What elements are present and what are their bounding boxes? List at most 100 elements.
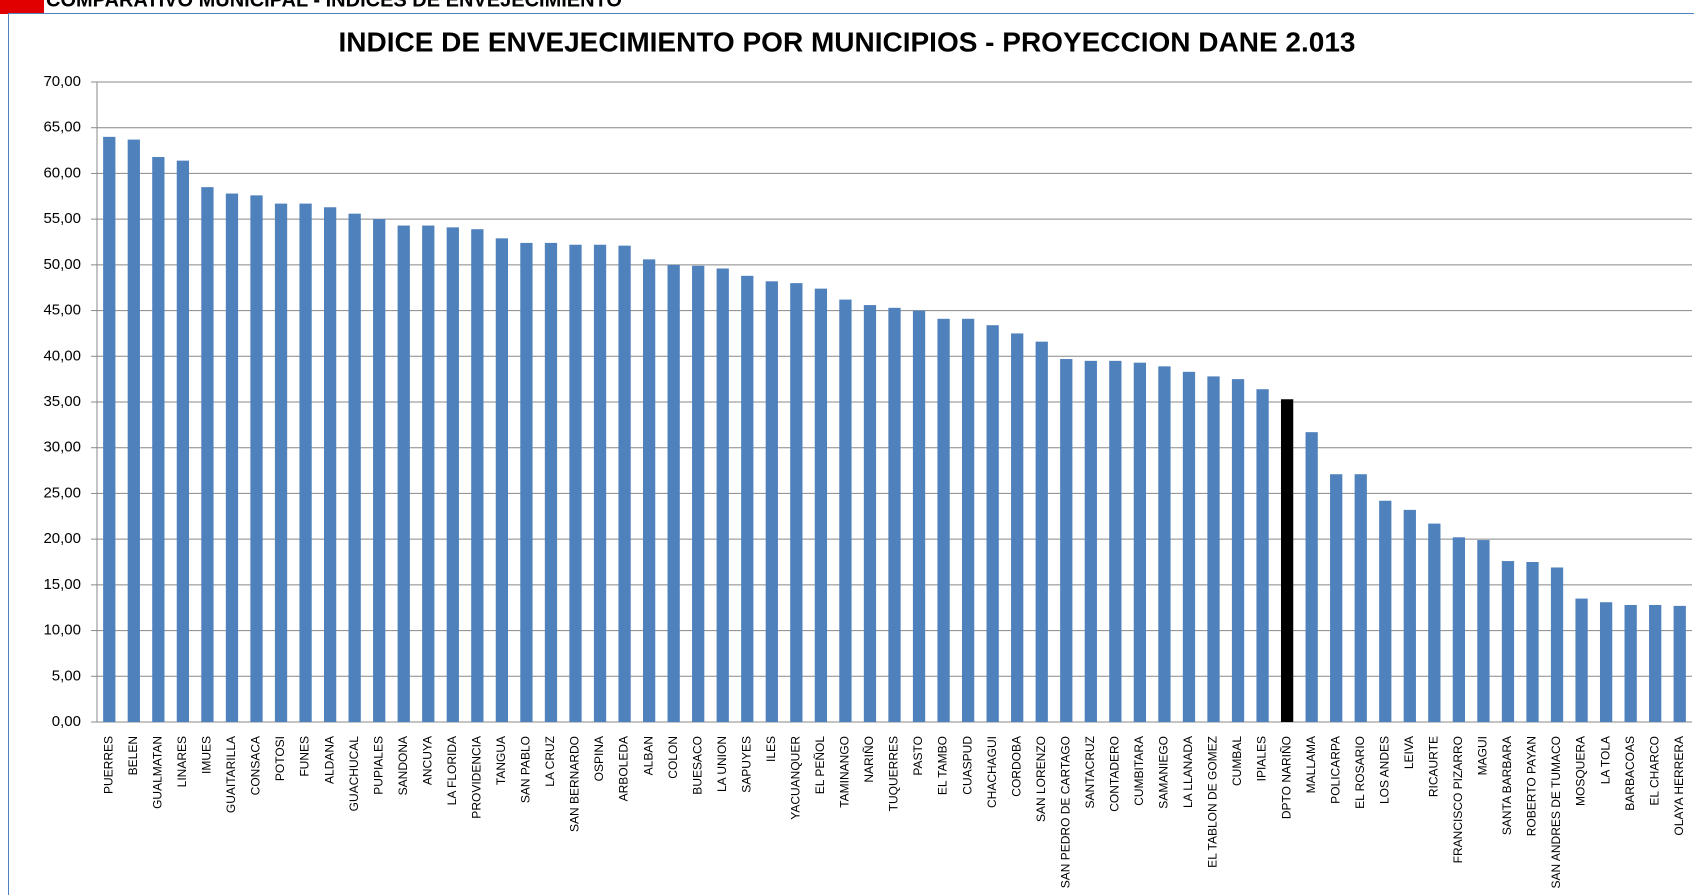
x-tick-label: YACUANQUER (789, 736, 803, 820)
bar (1035, 341, 1048, 722)
x-tick-label: BELEN (126, 736, 140, 775)
x-tick-label: SAN PABLO (519, 736, 533, 803)
x-tick-label: CONTADERO (1108, 736, 1122, 812)
x-tick-label: PROVIDENCIA (470, 736, 484, 819)
x-tick-label: ILES (764, 736, 778, 762)
y-tick-label: 50,00 (43, 256, 81, 273)
x-tick-label: LINARES (175, 736, 189, 787)
x-tick-label: GUAITARILLA (224, 736, 238, 813)
x-tick-label: CONSACA (249, 736, 263, 795)
y-tick-label: 25,00 (43, 484, 81, 501)
bar (1379, 500, 1392, 722)
bar (127, 139, 140, 723)
bar (1403, 509, 1416, 722)
bar (1428, 523, 1441, 722)
x-tick-label: FRANCISCO PIZARRO (1451, 736, 1465, 863)
x-tick-label: LEIVA (1402, 736, 1416, 769)
bar (863, 305, 877, 722)
bar (373, 219, 386, 722)
x-tick-label: CUASPUD (960, 736, 974, 795)
y-tick-label: 15,00 (43, 576, 81, 593)
x-tick-label: PASTO (911, 736, 925, 776)
x-tick-label: CUMBITARA (1132, 736, 1146, 806)
bar (1599, 602, 1613, 722)
bar (1673, 605, 1686, 722)
bar (520, 242, 533, 722)
x-tick-label: RICAURTE (1427, 736, 1441, 797)
bar (1280, 399, 1294, 722)
bar (1207, 376, 1220, 722)
bar (937, 318, 950, 722)
y-tick-label: 30,00 (43, 439, 81, 456)
x-tick-label: BUESACO (690, 736, 704, 795)
bar (912, 310, 926, 722)
x-tick-label: SAPUYES (739, 736, 753, 793)
bar (250, 195, 263, 722)
y-tick-label: 10,00 (43, 622, 81, 639)
x-tick-label: ALBAN (641, 736, 655, 775)
bar (569, 244, 582, 722)
x-tick-label: SAN BERNARDO (568, 736, 582, 832)
x-tick-label: LA TOLA (1598, 736, 1612, 784)
bar (397, 225, 410, 723)
y-tick-label: 55,00 (43, 210, 81, 227)
x-tick-label: GUALMATAN (151, 736, 165, 809)
chart-frame (8, 13, 1694, 895)
bar (201, 187, 214, 723)
x-tick-label: TAMINANGO (838, 736, 852, 808)
x-tick-label: OSPINA (592, 736, 606, 781)
bar (176, 160, 190, 723)
x-tick-label: COLON (666, 736, 680, 779)
x-tick-label: CHACHAGUI (985, 736, 999, 808)
x-tick-label: SAN LORENZO (1034, 736, 1048, 822)
bar (1060, 359, 1073, 722)
x-tick-label: CUMBAL (1230, 736, 1244, 786)
x-tick-label: GUACHUCAL (347, 736, 361, 812)
bar (790, 283, 803, 722)
x-tick-label: ALDANA (322, 736, 336, 784)
bar (1649, 604, 1662, 722)
bar (716, 268, 729, 722)
x-tick-label: ARBOLEDA (617, 736, 631, 801)
bar (814, 288, 828, 722)
x-tick-label: LA CRUZ (543, 736, 557, 787)
bar (888, 307, 901, 722)
x-tick-label: IPIALES (1255, 736, 1269, 781)
x-tick-label: NARIÑO (862, 736, 876, 783)
bar (1133, 362, 1147, 722)
x-tick-label: MALLAMA (1304, 736, 1318, 793)
y-tick-label: 70,00 (43, 73, 81, 90)
y-tick-label: 40,00 (43, 347, 81, 364)
x-tick-label: SANDONA (396, 736, 410, 795)
x-tick-label: PUERRES (101, 736, 115, 794)
y-tick-label: 45,00 (43, 302, 81, 319)
page-header: COMPARATIVO MUNICIPAL - INDICES DE ENVEJ… (46, 0, 622, 11)
bar (1624, 604, 1637, 722)
y-tick-label: 20,00 (43, 530, 81, 547)
bar (274, 203, 288, 723)
bar (471, 229, 484, 722)
x-tick-label: POLICARPA (1328, 736, 1342, 804)
bar (103, 136, 116, 722)
bar (544, 242, 558, 722)
bar (1256, 389, 1269, 722)
bar (1526, 562, 1539, 722)
x-tick-label: EL TABLON DE GOMEZ (1206, 736, 1220, 868)
x-tick-label: SAN PEDRO DE CARTAGO (1058, 736, 1072, 888)
x-tick-label: MAGUI (1476, 736, 1490, 775)
bar (1330, 474, 1343, 722)
bar (446, 227, 459, 722)
x-tick-label: ANCUYA (420, 736, 434, 785)
bar (1182, 371, 1196, 722)
y-tick-label: 35,00 (43, 393, 81, 410)
y-tick-label: 65,00 (43, 119, 81, 136)
x-tick-label: CORDOBA (1009, 736, 1023, 797)
header-mark (0, 0, 44, 14)
x-tick-label: LA UNION (715, 736, 729, 792)
bar (1477, 540, 1490, 722)
bar (593, 244, 607, 722)
bar (1084, 360, 1097, 722)
bar (1501, 561, 1515, 722)
x-tick-label: TANGUA (494, 736, 508, 785)
bar (839, 299, 852, 722)
